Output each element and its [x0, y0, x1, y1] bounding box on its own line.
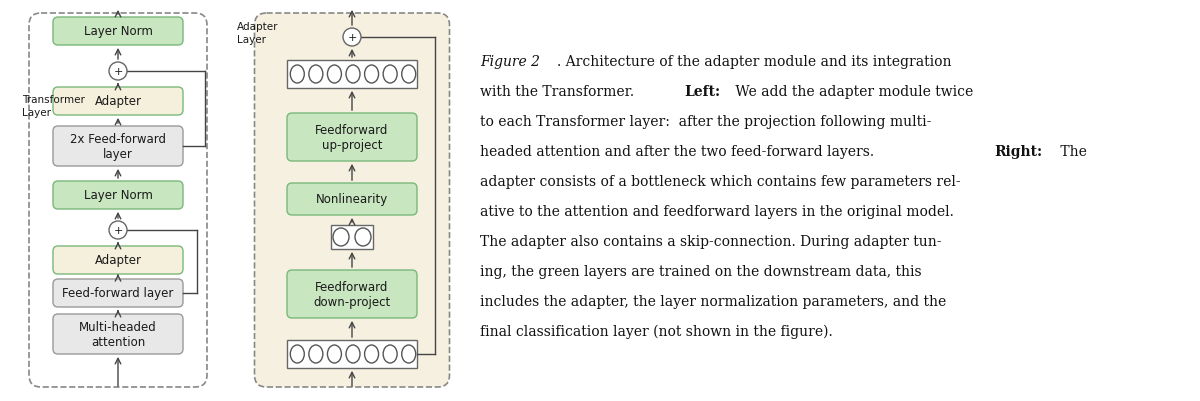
Ellipse shape — [346, 66, 360, 84]
Text: Adapter: Adapter — [95, 254, 142, 267]
Ellipse shape — [334, 229, 349, 246]
Ellipse shape — [346, 345, 360, 363]
Text: Left:: Left: — [684, 85, 721, 99]
FancyBboxPatch shape — [287, 184, 418, 215]
Ellipse shape — [328, 66, 342, 84]
Text: Layer Norm: Layer Norm — [84, 25, 152, 38]
Ellipse shape — [402, 66, 415, 84]
Text: The: The — [1056, 145, 1087, 159]
Text: +: + — [113, 225, 122, 235]
Text: Feed-forward layer: Feed-forward layer — [62, 287, 174, 300]
Circle shape — [343, 29, 361, 47]
Ellipse shape — [328, 345, 342, 363]
Ellipse shape — [290, 66, 305, 84]
Ellipse shape — [383, 66, 397, 84]
Bar — [331, 225, 373, 249]
Text: with the Transformer.: with the Transformer. — [480, 85, 638, 99]
Text: ing, the green layers are trained on the downstream data, this: ing, the green layers are trained on the… — [480, 264, 922, 278]
FancyBboxPatch shape — [53, 18, 182, 46]
Ellipse shape — [383, 345, 397, 363]
Text: 2x Feed-forward
layer: 2x Feed-forward layer — [70, 133, 166, 160]
Text: The adapter also contains a skip-connection. During adapter tun-: The adapter also contains a skip-connect… — [480, 235, 942, 248]
Text: Feedforward
down-project: Feedforward down-project — [313, 280, 391, 308]
FancyBboxPatch shape — [53, 314, 182, 354]
Text: Right:: Right: — [994, 145, 1043, 159]
Text: . Architecture of the adapter module and its integration: . Architecture of the adapter module and… — [558, 55, 952, 69]
Bar — [287, 61, 418, 89]
Ellipse shape — [355, 229, 371, 246]
Text: ative to the attention and feedforward layers in the original model.: ative to the attention and feedforward l… — [480, 205, 954, 219]
FancyBboxPatch shape — [53, 279, 182, 307]
Text: Layer Norm: Layer Norm — [84, 189, 152, 202]
Ellipse shape — [290, 345, 305, 363]
FancyBboxPatch shape — [287, 114, 418, 162]
Text: Adapter: Adapter — [95, 95, 142, 108]
Text: +: + — [347, 33, 356, 43]
Text: Figure 2: Figure 2 — [480, 55, 540, 69]
Ellipse shape — [365, 345, 378, 363]
Text: adapter consists of a bottleneck which contains few parameters rel-: adapter consists of a bottleneck which c… — [480, 174, 961, 188]
Ellipse shape — [308, 66, 323, 84]
Text: headed attention and after the two feed-forward layers.: headed attention and after the two feed-… — [480, 145, 878, 159]
Ellipse shape — [402, 345, 415, 363]
FancyBboxPatch shape — [53, 246, 182, 274]
Text: +: + — [113, 67, 122, 77]
Ellipse shape — [365, 66, 378, 84]
Ellipse shape — [308, 345, 323, 363]
Text: to each Transformer layer:  after the projection following multi-: to each Transformer layer: after the pro… — [480, 115, 931, 129]
Text: Nonlinearity: Nonlinearity — [316, 193, 388, 206]
FancyBboxPatch shape — [53, 88, 182, 116]
Circle shape — [109, 63, 127, 81]
Text: Transformer
Layer: Transformer Layer — [22, 95, 85, 118]
FancyBboxPatch shape — [254, 14, 450, 387]
Text: Feedforward
up-project: Feedforward up-project — [316, 124, 389, 152]
FancyBboxPatch shape — [287, 270, 418, 318]
Text: We add the adapter module twice: We add the adapter module twice — [731, 85, 973, 99]
FancyBboxPatch shape — [53, 127, 182, 166]
Text: includes the adapter, the layer normalization parameters, and the: includes the adapter, the layer normaliz… — [480, 294, 947, 308]
FancyBboxPatch shape — [53, 182, 182, 209]
Text: Adapter
Layer: Adapter Layer — [238, 22, 278, 45]
Text: final classification layer (not shown in the figure).: final classification layer (not shown in… — [480, 324, 833, 338]
Bar — [287, 340, 418, 368]
Text: Multi-headed
attention: Multi-headed attention — [79, 320, 157, 348]
Circle shape — [109, 221, 127, 239]
